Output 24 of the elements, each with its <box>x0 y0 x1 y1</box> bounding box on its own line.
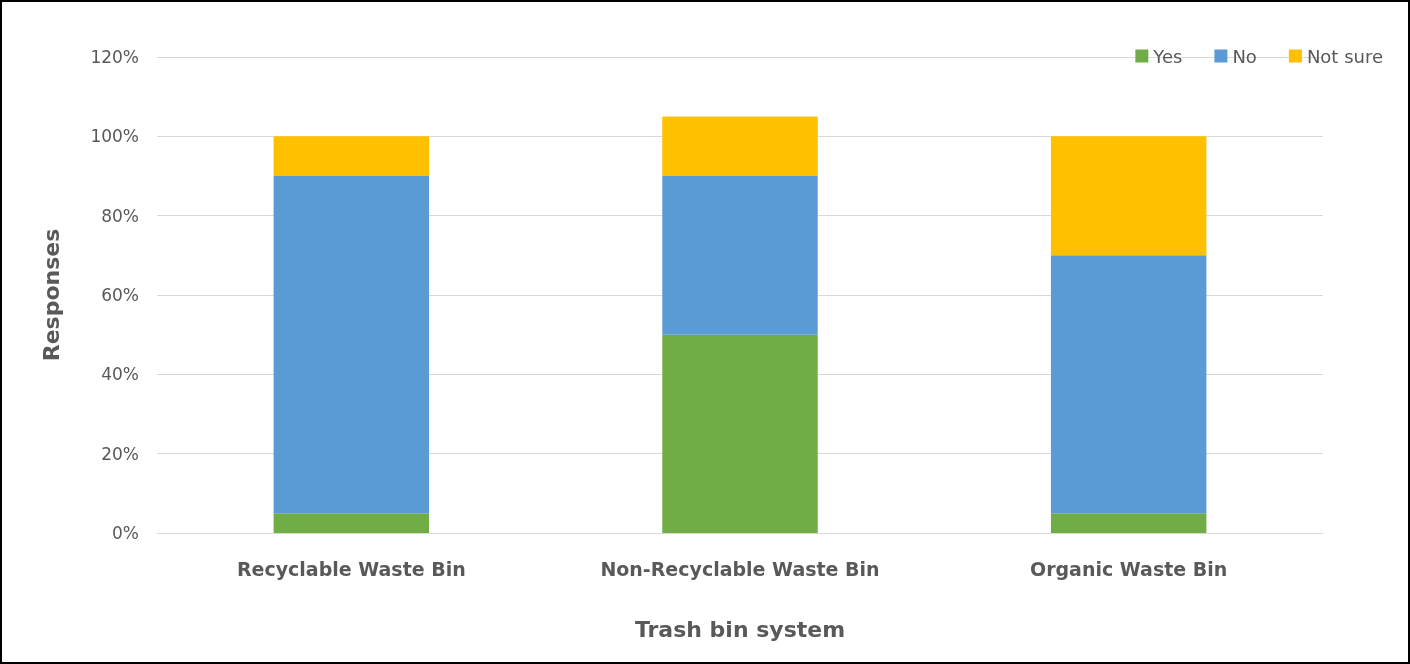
x-tick-label: Recyclable Waste Bin <box>236 557 466 580</box>
legend-label: No <box>1232 45 1257 67</box>
x-tick-label: Non-Recyclable Waste Bin <box>600 557 880 580</box>
y-tick-label: 40% <box>101 364 139 385</box>
bar <box>1050 136 1207 256</box>
y-tick-label: 80% <box>101 205 139 226</box>
bar <box>273 136 430 176</box>
y-tick-label: 120% <box>90 47 139 67</box>
bar <box>662 334 818 533</box>
legend-label: Not sure <box>1306 45 1383 67</box>
y-tick-label: 60% <box>101 285 139 305</box>
bar <box>1050 255 1207 514</box>
bar <box>273 513 430 533</box>
bar <box>662 116 818 176</box>
y-tick-label: 0% <box>112 523 139 543</box>
y-tick-label: 100% <box>90 126 139 147</box>
x-tick-label: Organic Waste Bin <box>1029 557 1228 580</box>
y-tick-label: 20% <box>101 443 139 464</box>
bar <box>1050 513 1207 533</box>
bar <box>273 176 430 514</box>
y-axis-title: Responses <box>38 228 64 362</box>
legend-label: Yes <box>1152 45 1183 67</box>
x-axis-title: Trash bin system <box>634 616 846 642</box>
bar <box>662 176 818 335</box>
